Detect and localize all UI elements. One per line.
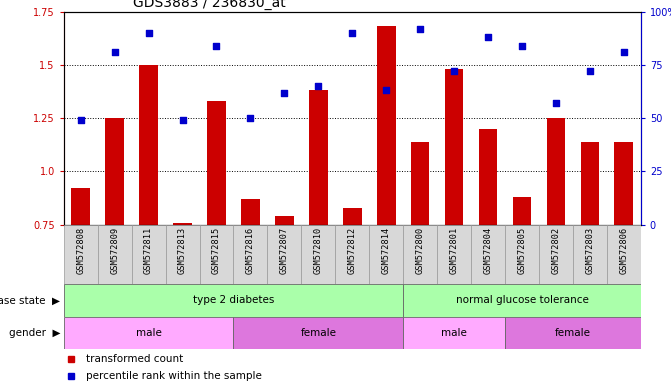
Bar: [573, 225, 607, 284]
Point: [381, 87, 392, 93]
Point: [482, 34, 493, 40]
Text: GSM572802: GSM572802: [552, 227, 560, 274]
Text: GSM572800: GSM572800: [415, 227, 425, 274]
Text: normal glucose tolerance: normal glucose tolerance: [456, 295, 588, 306]
Bar: [547, 118, 565, 225]
Text: GSM572816: GSM572816: [246, 227, 255, 274]
Point: [551, 100, 562, 106]
Text: GSM572801: GSM572801: [450, 227, 458, 274]
Point: [75, 117, 86, 123]
Point: [313, 83, 323, 89]
Bar: [539, 225, 573, 284]
Bar: [377, 26, 396, 225]
Text: male: male: [136, 328, 162, 338]
Bar: [64, 284, 403, 317]
Bar: [140, 65, 158, 225]
Point: [619, 49, 629, 55]
Bar: [369, 225, 403, 284]
Point: [143, 30, 154, 36]
Text: GSM572809: GSM572809: [110, 227, 119, 274]
Text: female: female: [555, 328, 591, 338]
Bar: [615, 142, 633, 225]
Text: GSM572807: GSM572807: [280, 227, 289, 274]
Bar: [207, 101, 226, 225]
Bar: [513, 197, 531, 225]
Bar: [478, 129, 497, 225]
Point: [449, 68, 460, 74]
Point: [279, 89, 290, 96]
Bar: [173, 222, 192, 225]
Text: percentile rank within the sample: percentile rank within the sample: [86, 371, 262, 381]
Bar: [268, 225, 301, 284]
Text: GSM572814: GSM572814: [382, 227, 391, 274]
Bar: [64, 317, 234, 349]
Text: GSM572812: GSM572812: [348, 227, 357, 274]
Point: [415, 25, 425, 31]
Text: GDS3883 / 236830_at: GDS3883 / 236830_at: [133, 0, 286, 10]
Text: GSM572813: GSM572813: [178, 227, 187, 274]
Text: GSM572811: GSM572811: [144, 227, 153, 274]
Bar: [403, 225, 437, 284]
Point: [245, 115, 256, 121]
Text: GSM572803: GSM572803: [585, 227, 595, 274]
Bar: [241, 199, 260, 225]
Bar: [166, 225, 199, 284]
Text: male: male: [441, 328, 467, 338]
Text: disease state  ▶: disease state ▶: [0, 295, 60, 306]
Bar: [580, 142, 599, 225]
Bar: [105, 118, 124, 225]
Text: transformed count: transformed count: [86, 354, 183, 364]
Point: [177, 117, 188, 123]
Bar: [403, 317, 505, 349]
Bar: [98, 225, 132, 284]
Bar: [505, 317, 641, 349]
Bar: [275, 216, 294, 225]
Bar: [471, 225, 505, 284]
Bar: [64, 225, 98, 284]
Bar: [234, 317, 403, 349]
Text: GSM572805: GSM572805: [517, 227, 527, 274]
Point: [517, 43, 527, 49]
Bar: [411, 142, 429, 225]
Bar: [309, 90, 327, 225]
Bar: [607, 225, 641, 284]
Point: [211, 43, 222, 49]
Bar: [445, 69, 464, 225]
Bar: [343, 208, 362, 225]
Text: GSM572806: GSM572806: [619, 227, 628, 274]
Bar: [132, 225, 166, 284]
Text: female: female: [301, 328, 336, 338]
Text: GSM572810: GSM572810: [314, 227, 323, 274]
Point: [584, 68, 595, 74]
Bar: [234, 225, 268, 284]
Text: gender  ▶: gender ▶: [9, 328, 60, 338]
Bar: [71, 189, 90, 225]
Point: [109, 49, 120, 55]
Bar: [301, 225, 336, 284]
Point: [347, 30, 358, 36]
Text: GSM572804: GSM572804: [484, 227, 493, 274]
Bar: [437, 225, 471, 284]
Text: type 2 diabetes: type 2 diabetes: [193, 295, 274, 306]
Text: GSM572815: GSM572815: [212, 227, 221, 274]
Bar: [403, 284, 641, 317]
Text: GSM572808: GSM572808: [76, 227, 85, 274]
Bar: [199, 225, 234, 284]
Bar: [505, 225, 539, 284]
Bar: [336, 225, 369, 284]
